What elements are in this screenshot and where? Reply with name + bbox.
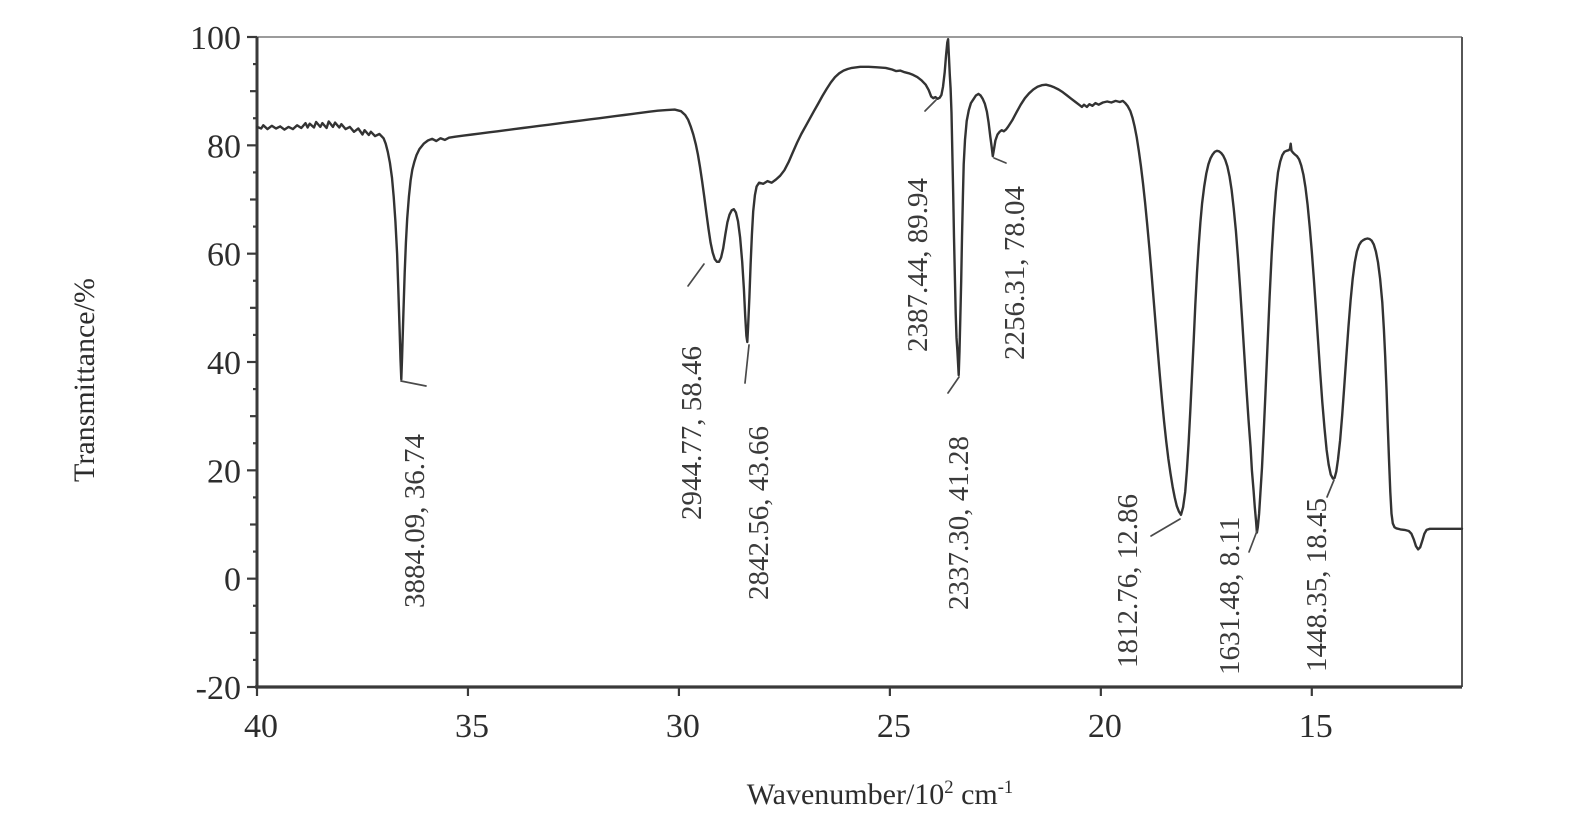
- x-tick-label: 40: [244, 708, 278, 745]
- y-tick-label: 60: [207, 237, 241, 274]
- y-tick-label: 20: [207, 453, 241, 490]
- peak-annotation-label: 1812.76, 12.86: [1112, 494, 1144, 668]
- peak-annotation-label: 2337.30, 41.28: [943, 436, 975, 610]
- x-axis-title-unit: cm: [953, 778, 998, 811]
- y-tick-label: 0: [224, 562, 241, 599]
- peak-annotation-leader: [687, 263, 705, 287]
- y-tick-label: 80: [207, 128, 241, 165]
- peak-annotation-leader: [924, 99, 937, 112]
- y-tick-label: 100: [190, 20, 241, 57]
- peak-annotation-label: 3884.09, 36.74: [399, 434, 431, 609]
- peak-annotation-label: 2842.56, 43.66: [743, 426, 775, 600]
- peak-annotation-label: 1448.35, 18.45: [1301, 498, 1333, 672]
- x-axis-title-superscript-2: 2: [944, 777, 954, 798]
- spectrum-curve: [255, 38, 1464, 551]
- x-tick-label: 30: [666, 708, 700, 745]
- x-axis-title-superscript-minus1: -1: [997, 777, 1014, 798]
- y-axis-title: Transmittance/%: [68, 278, 101, 482]
- peak-annotation-label: 1631.48, 8.11: [1214, 517, 1246, 675]
- x-tick-label: 25: [877, 708, 911, 745]
- y-tick-label: -20: [196, 670, 241, 707]
- y-tick-label: 40: [207, 345, 241, 382]
- x-tick-label: 20: [1088, 708, 1122, 745]
- peak-annotation-leader: [993, 157, 1007, 164]
- peak-annotation-label: 2944.77, 58.46: [676, 346, 708, 520]
- peak-annotation-leader: [1150, 518, 1181, 537]
- peak-annotation-label: 2387.44, 89.94: [902, 178, 934, 353]
- x-axis-title: Wavenumber/102 cm-1: [747, 778, 1013, 812]
- peak-annotation-leader: [1248, 530, 1258, 553]
- peak-annotation-leader: [947, 376, 960, 394]
- peak-annotation-leader: [400, 380, 427, 387]
- peak-annotation-leader: [744, 344, 750, 384]
- x-tick-label: 15: [1299, 708, 1333, 745]
- peak-annotation-label: 2256.31, 78.04: [999, 186, 1031, 361]
- x-tick-label: 35: [455, 708, 489, 745]
- peak-annotation-leader: [1326, 479, 1335, 498]
- x-axis-title-base: Wavenumber/10: [746, 778, 945, 811]
